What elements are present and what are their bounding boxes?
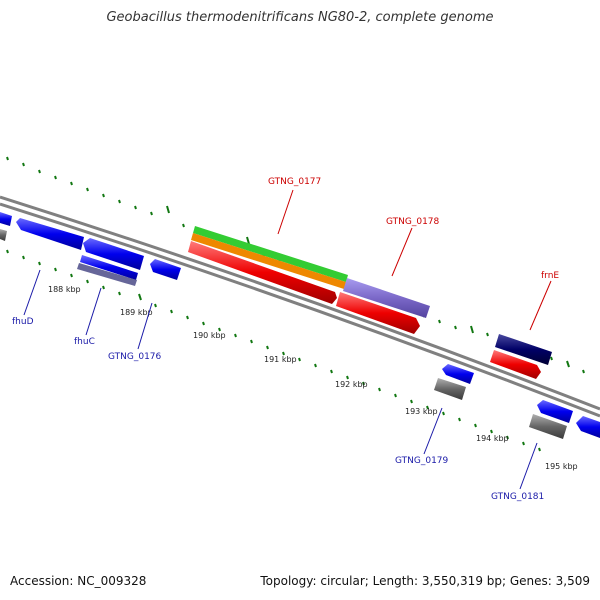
label-gtng-0178[interactable]: GTNG_0178	[386, 217, 440, 227]
genome-title: Geobacillus thermodenitrificans NG80-2, …	[106, 10, 494, 25]
label-gtng-0177[interactable]: GTNG_0177	[268, 177, 321, 187]
label-frne[interactable]: frnE	[541, 271, 559, 281]
tick-label-188: 188 kbp	[48, 285, 81, 294]
genome-summary-text: Topology: circular; Length: 3,550,319 bp…	[260, 574, 590, 588]
gene-labels: GTNG_0177 GTNG_0178 frnE fhuD fhuC GTNG_…	[12, 177, 559, 502]
gtng-0181-gene[interactable]	[529, 400, 600, 439]
tick-label-192: 192 kbp	[335, 380, 368, 389]
kbp-scale-labels: 188 kbp 189 kbp 190 kbp 191 kbp 192 kbp …	[48, 285, 578, 471]
label-fhuc[interactable]: fhuC	[74, 337, 95, 347]
tick-label-190: 190 kbp	[193, 331, 226, 340]
label-gtng-0179[interactable]: GTNG_0179	[395, 456, 449, 466]
frne-gene[interactable]	[490, 334, 552, 379]
tick-label-191: 191 kbp	[264, 355, 297, 364]
inner-tick-ring	[6, 249, 541, 452]
gtng-0178-gene[interactable]	[336, 278, 430, 334]
accession-text: Accession: NC_009328	[10, 574, 147, 588]
tick-label-195: 195 kbp	[545, 462, 578, 471]
label-fhud[interactable]: fhuD	[12, 317, 34, 327]
label-gtng-0176[interactable]: GTNG_0176	[108, 352, 162, 362]
gtng-0179-gene[interactable]	[434, 364, 474, 400]
tick-label-194: 194 kbp	[476, 434, 509, 443]
gtng-0177-gene[interactable]	[188, 226, 348, 304]
label-gtng-0181[interactable]: GTNG_0181	[491, 492, 544, 502]
genome-backbone	[0, 195, 600, 418]
label-leader-lines	[23, 189, 552, 490]
fhuc-gene[interactable]	[77, 255, 138, 286]
reverse-genes-left[interactable]	[0, 212, 181, 280]
tick-label-193: 193 kbp	[405, 407, 438, 416]
tick-label-189: 189 kbp	[120, 308, 153, 317]
